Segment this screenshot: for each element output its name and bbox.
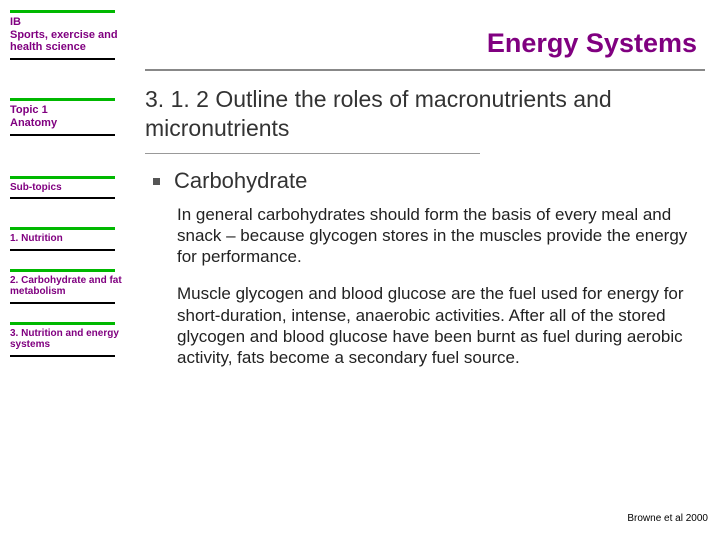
divider — [10, 58, 115, 60]
sidebar-item-nutrition[interactable]: 1. Nutrition — [10, 233, 130, 245]
paragraph: In general carbohydrates should form the… — [177, 204, 695, 268]
square-bullet-icon — [153, 178, 160, 185]
subtopics-label: Sub-topics — [10, 182, 130, 194]
section-heading: 3. 1. 2 Outline the roles of macronutrie… — [145, 85, 705, 143]
divider — [10, 134, 115, 136]
paragraph: Muscle glycogen and blood glucose are th… — [177, 283, 695, 368]
citation: Browne et al 2000 — [627, 513, 708, 524]
accent-bar — [10, 10, 115, 13]
page-title: Energy Systems — [145, 0, 705, 69]
accent-bar — [10, 176, 115, 179]
divider — [10, 197, 115, 199]
bullet-title: Carbohydrate — [174, 168, 307, 194]
accent-bar — [10, 227, 115, 230]
accent-bar — [10, 98, 115, 101]
program-label: IB — [10, 16, 130, 29]
divider — [10, 355, 115, 357]
accent-bar — [10, 269, 115, 272]
accent-bar — [10, 322, 115, 325]
main-content: Energy Systems 3. 1. 2 Outline the roles… — [145, 0, 705, 540]
sidebar-item-carbohydrate[interactable]: 2. Carbohydrate and fat metabolism — [10, 275, 130, 298]
topic-number: Topic 1 — [10, 104, 130, 117]
course-label: Sports, exercise and health science — [10, 29, 130, 54]
bullet-item: Carbohydrate — [145, 168, 705, 194]
divider — [145, 153, 480, 154]
topic-name: Anatomy — [10, 117, 130, 130]
divider — [10, 302, 115, 304]
divider — [10, 249, 115, 251]
sidebar: IB Sports, exercise and health science T… — [0, 0, 140, 540]
sidebar-item-energy-systems[interactable]: 3. Nutrition and energy systems — [10, 328, 130, 351]
divider — [145, 69, 705, 71]
